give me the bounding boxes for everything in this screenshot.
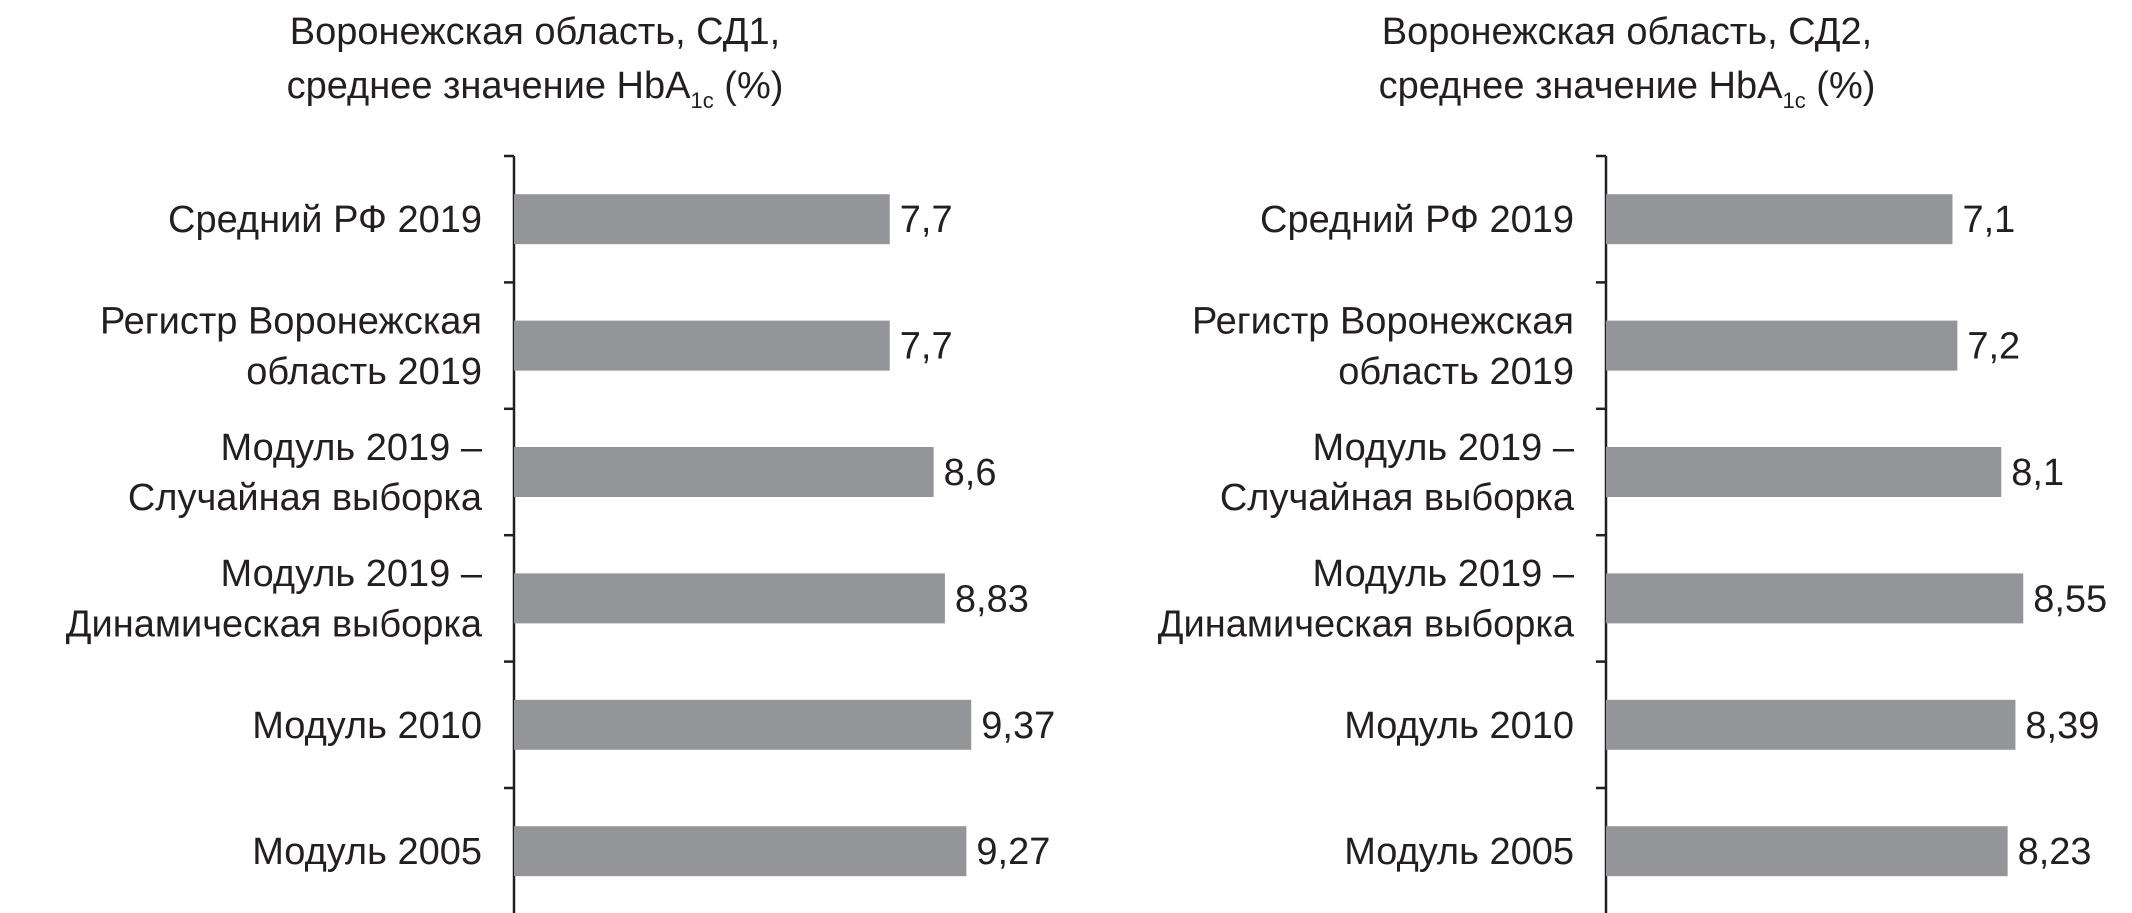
category-label: область 2019 <box>1338 351 1574 393</box>
bar <box>1606 447 2002 497</box>
category-label: Модуль 2019 – <box>221 553 483 595</box>
category-label: область 2019 <box>246 351 482 393</box>
data-label: 8,55 <box>2033 578 2107 620</box>
chart-title-line-1: Воронежская область, СД2, <box>1382 11 1872 53</box>
data-label: 8,6 <box>944 452 997 494</box>
bar <box>514 194 890 245</box>
data-label: 7,7 <box>900 326 953 368</box>
category-label: Модуль 2019 – <box>221 427 483 469</box>
bar <box>514 447 934 497</box>
chart-title-line-2: среднее значение HbA1c (%) <box>287 65 784 113</box>
bar <box>514 826 967 877</box>
chart-panel-1: Воронежская область, СД1, среднее значени… <box>66 11 1055 913</box>
category-label: Динамическая выборка <box>66 604 483 646</box>
chart-title-line-2: среднее значение HbA1c (%) <box>1379 65 1876 113</box>
category-label: Регистр Воронежская <box>1192 300 1574 342</box>
data-label: 8,83 <box>955 578 1029 620</box>
bar <box>1606 699 2016 750</box>
category-label: Модуль 2010 <box>252 705 482 747</box>
data-label: 7,7 <box>900 199 953 241</box>
category-label: Средний РФ 2019 <box>168 199 482 241</box>
category-label: Средний РФ 2019 <box>1260 199 1574 241</box>
data-label: 7,1 <box>1962 199 2015 241</box>
category-label: Случайная выборка <box>1220 477 1575 519</box>
bar <box>1606 194 1953 245</box>
bar <box>1606 826 2008 877</box>
data-label: 9,27 <box>976 831 1050 873</box>
category-label: Случайная выборка <box>128 477 483 519</box>
data-label: 8,23 <box>2018 831 2092 873</box>
category-label: Модуль 2005 <box>1344 831 1574 873</box>
chart-title-line-1: Воронежская область, СД1, <box>290 11 780 53</box>
bar <box>1606 320 1958 371</box>
category-label: Модуль 2019 – <box>1313 427 1575 469</box>
bar <box>514 699 972 750</box>
data-label: 8,1 <box>2011 452 2064 494</box>
chart-panel-2: Воронежская область, СД2, среднее значени… <box>1158 11 2107 913</box>
bar <box>514 573 945 624</box>
category-label: Регистр Воронежская <box>100 300 482 342</box>
category-label: Модуль 2019 – <box>1313 553 1575 595</box>
data-label: 8,39 <box>2025 705 2099 747</box>
bar <box>514 320 890 371</box>
category-label: Модуль 2005 <box>252 831 482 873</box>
data-label: 9,37 <box>981 705 1055 747</box>
category-label: Модуль 2010 <box>1344 705 1574 747</box>
category-label: Динамическая выборка <box>1158 604 1575 646</box>
bar <box>1606 573 2024 624</box>
data-label: 7,2 <box>1967 326 2020 368</box>
